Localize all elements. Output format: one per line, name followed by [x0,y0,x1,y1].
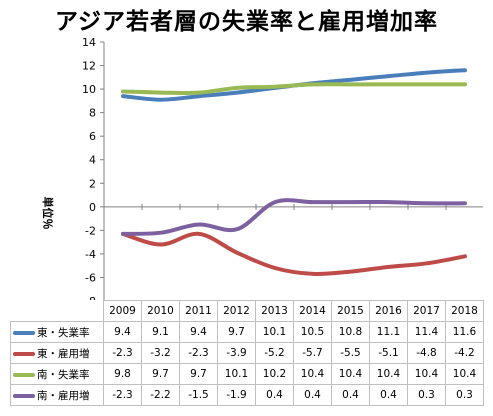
data-label: -2.2 [141,384,180,406]
series-line [121,198,467,236]
data-label: -1.5 [179,384,218,406]
series-line [121,82,467,96]
legend-label: 東・雇用増 [37,347,90,360]
chart-series-lines [121,68,467,277]
data-label: 0.3 [407,384,446,406]
data-label: 10.4 [407,363,446,385]
series-line [121,231,467,277]
legend-entry: 東・失業率 [10,321,104,343]
data-label: 10.1 [217,363,256,385]
y-tick-label: 4 [89,154,96,167]
data-label: -2.3 [103,342,142,364]
data-label: -4.8 [407,342,446,364]
legend-label: 南・失業率 [37,368,90,381]
data-label: 10.4 [369,363,408,385]
data-label: 10.2 [255,363,294,385]
data-label: -5.5 [331,342,370,364]
data-label: 9.7 [141,363,180,385]
line-chart: 14 12 10 8 6 4 2 0 -2 -4 -6 -8 単位％ [41,36,483,300]
x-tick-label: 2018 [445,300,484,322]
data-label: 9.8 [103,363,142,385]
x-tick-label: 2016 [369,300,408,322]
x-tick-label: 2013 [255,300,294,322]
data-label: -1.9 [217,384,256,406]
data-label: 9.7 [179,363,218,385]
table-header-row: 2009 2010 2011 2012 2013 2014 2015 2016 2017 2018 [11,300,484,322]
data-label: 10.4 [331,363,370,385]
x-tick-label: 2010 [141,300,180,322]
y-tick-label: 0 [89,201,96,214]
data-label: 11.6 [445,321,484,343]
y-axis-label: 単位％ [41,197,55,230]
data-label: 9.7 [217,321,256,343]
table-row: 東・失業率 9.4 9.1 9.4 9.7 10.1 10.5 10.8 11.1 11.4 11.… [10,321,484,343]
data-label: 11.4 [407,321,446,343]
legend-swatch [13,351,35,356]
table-corner-cell [11,301,104,322]
y-tick-label: 2 [89,177,96,190]
data-label: 9.4 [103,321,142,343]
x-tick-label: 2017 [407,300,446,322]
y-tick-label: 8 [89,107,96,120]
y-tick-label: -6 [85,271,96,284]
y-tick-label: 6 [89,130,96,143]
data-label: 0.4 [293,384,332,406]
x-tick-label: 2014 [293,300,332,322]
data-label: 0.4 [255,384,294,406]
data-label: 9.1 [141,321,180,343]
data-table: 2009 2010 2011 2012 2013 2014 2015 2016 2017 2018… [10,300,484,406]
y-tick-label: 14 [82,36,96,49]
data-label: 0.3 [445,384,484,406]
data-label: -4.2 [445,342,484,364]
chart-axes: 14 12 10 8 6 4 2 0 -2 -4 -6 -8 [82,36,483,300]
table-row: 東・雇用増 -2.3 -3.2 -2.3 -3.9 -5.2 -5.7 -5.5 -5.1 -4.… [10,342,484,364]
data-label: -2.3 [179,342,218,364]
legend-entry: 南・雇用増 [10,384,104,406]
x-tick-label: 2011 [179,300,218,322]
data-label: 0.4 [331,384,370,406]
legend-label: 南・雇用増 [37,389,90,402]
data-label: 9.4 [179,321,218,343]
legend-swatch [13,372,35,377]
data-label: -5.1 [369,342,408,364]
legend-entry: 東・雇用増 [10,342,104,364]
data-label: -5.2 [255,342,294,364]
x-tick-label: 2015 [331,300,370,322]
chart-title: アジア若者層の失業率と雇用増加率 [54,9,439,35]
data-label: -2.3 [103,384,142,406]
data-label: 10.1 [255,321,294,343]
legend-label: 東・失業率 [37,326,90,339]
data-label: 0.4 [369,384,408,406]
data-label: 10.8 [331,321,370,343]
data-label: 10.4 [445,363,484,385]
x-tick-label: 2009 [103,300,142,322]
legend-entry: 南・失業率 [10,363,104,385]
data-label: 10.5 [293,321,332,343]
table-row: 南・雇用増 -2.3 -2.2 -1.5 -1.9 0.4 0.4 0.4 0.4 0.3 0.3 [10,384,484,406]
y-tick-label: 10 [82,83,96,96]
legend-swatch [13,330,35,335]
table-row: 南・失業率 9.8 9.7 9.7 10.1 10.2 10.4 10.4 10.4 10.4 10… [10,363,484,385]
y-tick-label: -2 [85,224,96,237]
legend-swatch [13,393,35,398]
data-label: -3.9 [217,342,256,364]
x-tick-label: 2012 [217,300,256,322]
y-tick-label: 12 [82,60,96,73]
data-label: 11.1 [369,321,408,343]
y-tick-label: -4 [85,248,96,261]
data-label: 10.4 [293,363,332,385]
data-label: -3.2 [141,342,180,364]
y-tick-label: -8 [85,295,96,300]
data-label: -5.7 [293,342,332,364]
